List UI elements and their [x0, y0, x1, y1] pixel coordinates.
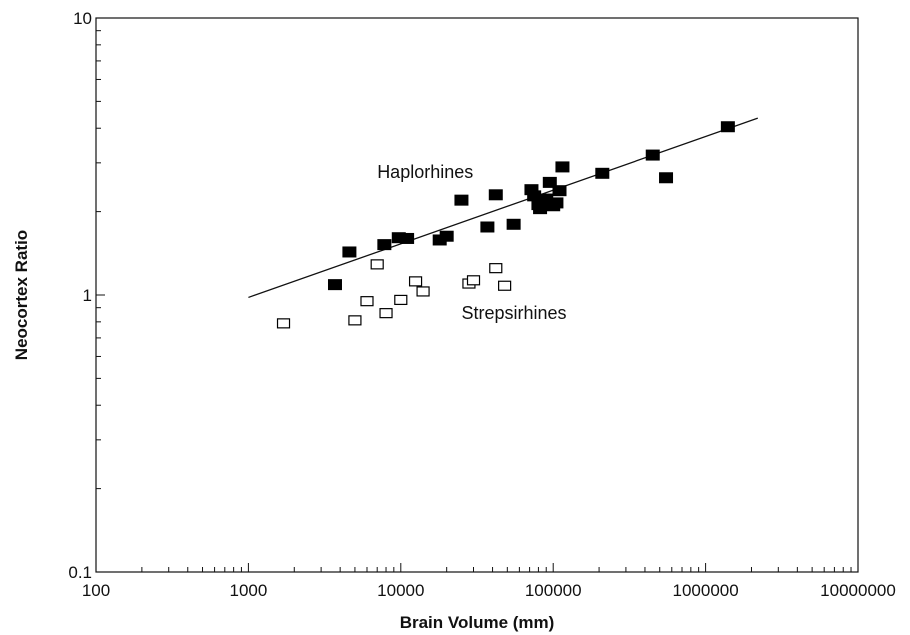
- x-tick-label: 100: [82, 581, 110, 600]
- haplorhine-point: [454, 194, 469, 206]
- haplorhine-point: [542, 176, 557, 188]
- haplorhine-point: [595, 167, 610, 179]
- strepsirhine-point: [379, 308, 393, 319]
- x-tick-label: 1000: [229, 581, 267, 600]
- strepsirhine-point: [489, 263, 503, 274]
- haplorhine-point: [377, 239, 392, 251]
- strepsirhine-point: [416, 286, 430, 297]
- haplorhine-point: [439, 230, 454, 242]
- strepsirhine-point: [360, 296, 374, 307]
- axis-ticks: [95, 17, 859, 573]
- x-axis-title: Brain Volume (mm): [400, 613, 555, 632]
- haplorhine-point: [549, 197, 564, 209]
- annotation-haplorhines: Haplorhines: [377, 162, 473, 182]
- haplorhine-point: [506, 218, 521, 230]
- strepsirhine-point: [408, 276, 423, 287]
- strepsirhine-point: [370, 259, 384, 270]
- y-tick-label: 1: [83, 286, 92, 305]
- y-tick-labels: 10 1 0.1: [68, 9, 92, 582]
- haplorhine-point: [552, 185, 567, 197]
- haplorhine-point: [327, 279, 342, 291]
- haplorhine-point: [720, 121, 735, 133]
- x-tick-labels: 100 1000 10000 100000 1000000 10000000: [82, 581, 896, 600]
- data-points: [276, 121, 735, 329]
- x-tick-label: 100000: [525, 581, 582, 600]
- y-tick-label: 10: [73, 9, 92, 28]
- plot-frame: [95, 17, 859, 573]
- haplorhine-point: [659, 172, 674, 184]
- strepsirhine-point: [498, 280, 512, 291]
- x-tick-label: 10000: [377, 581, 424, 600]
- x-tick-label: 1000000: [673, 581, 739, 600]
- haplorhine-point: [555, 161, 570, 173]
- y-tick-label: 0.1: [68, 563, 92, 582]
- haplorhine-point: [488, 189, 503, 201]
- haplorhine-point: [342, 246, 357, 258]
- strepsirhine-point: [466, 275, 481, 286]
- x-tick-label: 10000000: [820, 581, 896, 600]
- annotation-strepsirhines: Strepsirhines: [461, 303, 566, 323]
- haplorhine-point: [645, 149, 660, 161]
- haplorhine-point: [480, 221, 495, 233]
- strepsirhine-point: [348, 315, 362, 326]
- y-axis-title: Neocortex Ratio: [12, 230, 31, 360]
- haplorhine-point: [533, 203, 548, 215]
- haplorhine-point: [400, 232, 415, 244]
- trend-line: [248, 117, 759, 299]
- strepsirhine-point: [394, 294, 408, 306]
- strepsirhine-point: [276, 318, 291, 329]
